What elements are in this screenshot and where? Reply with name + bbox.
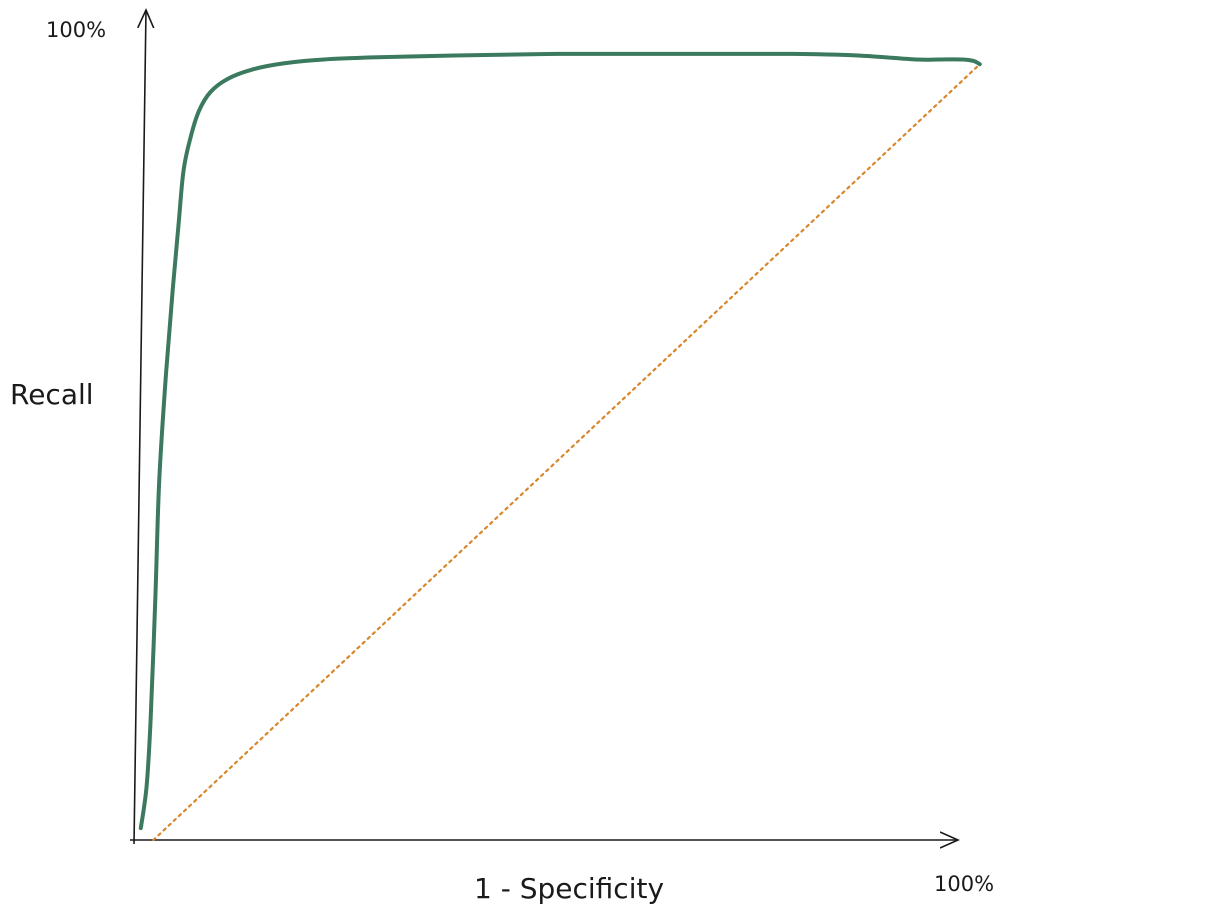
roc-curve-line <box>138 51 982 831</box>
series-layer <box>138 51 982 842</box>
y-axis <box>133 10 146 845</box>
y-axis-title: Recall <box>10 378 94 411</box>
x-axis-title: 1 - Specificity <box>474 872 664 905</box>
y-tick-label-100: 100% <box>46 18 106 42</box>
random-baseline-line <box>152 63 981 842</box>
x-tick-label-100: 100% <box>934 872 994 896</box>
